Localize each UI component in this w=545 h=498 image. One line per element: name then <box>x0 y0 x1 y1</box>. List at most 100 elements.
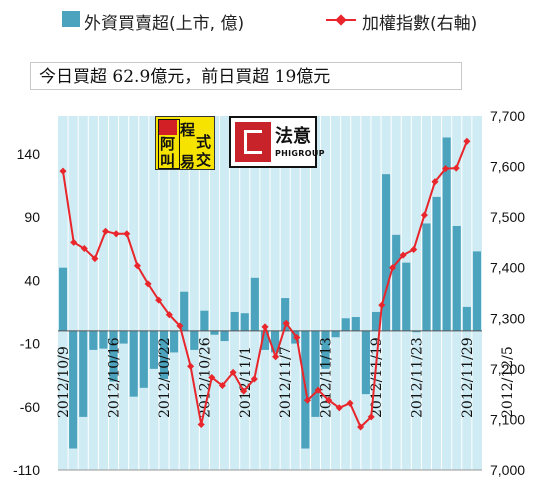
legend: 外資買賣超(上市, 億) 加權指數(右軸) <box>0 0 545 40</box>
date-label: 2012/11/7 <box>278 346 294 418</box>
bar <box>351 317 360 331</box>
date-label: 2012/11/23 <box>409 337 425 418</box>
bar <box>472 251 481 331</box>
right-tick-label: 7,100 <box>490 411 525 427</box>
bar <box>422 223 431 331</box>
bar <box>331 330 340 338</box>
right-tick-label: 7,600 <box>490 159 525 175</box>
index-point <box>229 368 237 376</box>
logo2-sub: PHIGROUP <box>275 149 325 158</box>
bar <box>240 313 249 331</box>
index-point <box>452 164 460 172</box>
index-point <box>378 301 386 309</box>
logo1-char: 叫 <box>160 152 176 170</box>
bar <box>180 291 189 331</box>
logo1-char: 易 <box>180 153 196 171</box>
index-point <box>112 230 120 238</box>
bar <box>159 330 169 379</box>
bar-series <box>59 137 481 449</box>
bar <box>99 330 108 349</box>
index-point <box>240 387 248 395</box>
bar <box>392 234 401 331</box>
right-tick-label: 7,200 <box>490 361 525 377</box>
bar <box>452 225 461 331</box>
bar <box>220 330 229 342</box>
left-tick-label: 90 <box>24 209 40 225</box>
logo1-char: 式 <box>196 133 212 151</box>
bar <box>89 330 98 350</box>
bar <box>69 330 78 449</box>
left-tick-label: -110 <box>13 462 40 478</box>
summary-note: 今日買超 62.9億元，前日買超 19億元 <box>30 62 462 90</box>
index-point <box>261 323 269 331</box>
index-point <box>59 167 67 175</box>
bar <box>59 267 68 331</box>
index-point <box>208 373 216 382</box>
line-series <box>59 137 471 431</box>
left-axis-ticks: 140 90 40 -10 -60 -110 <box>13 146 40 478</box>
index-point <box>314 386 322 394</box>
bar <box>119 330 128 344</box>
index-point <box>133 262 141 270</box>
bar <box>442 137 451 331</box>
logo2-mark <box>235 122 271 162</box>
logo-phigroup: 法意 PHIGROUP <box>229 116 325 168</box>
legend-bar-label: 外資買賣超(上市, 億) <box>84 14 245 34</box>
index-point <box>335 404 343 412</box>
index-point <box>102 227 110 235</box>
index-point <box>197 420 205 429</box>
index-point <box>218 381 226 390</box>
index-point <box>123 230 131 238</box>
bar <box>382 174 391 331</box>
date-label: 2012/10/16 <box>107 337 123 418</box>
date-labels: 2012/10/9 2012/10/16 2012/10/22 2012/10/26 2… <box>56 337 516 418</box>
logo2-name: 法意 <box>275 126 311 147</box>
left-tick-label: -60 <box>20 399 40 415</box>
bar <box>190 330 199 350</box>
bar <box>200 310 209 331</box>
bar <box>432 196 441 331</box>
index-point <box>463 137 471 145</box>
right-tick-label: 7,300 <box>490 310 525 326</box>
logo1-char: 交 <box>196 151 212 169</box>
index-point <box>357 423 365 431</box>
right-axis-ticks: 7,700 7,600 7,500 7,400 7,300 7,200 7,100 7,000 <box>490 108 525 478</box>
index-point <box>303 396 312 404</box>
index-point <box>431 178 439 186</box>
bar <box>311 330 320 417</box>
index-point <box>388 264 397 272</box>
logo1-char: 程 <box>180 121 196 139</box>
index-point <box>282 319 290 327</box>
date-label: 2012/10/26 <box>197 337 213 418</box>
left-tick-label: -10 <box>20 336 40 352</box>
right-tick-label: 7,700 <box>490 108 525 124</box>
left-tick-label: 140 <box>17 146 41 162</box>
index-point <box>70 238 78 246</box>
right-tick-label: 7,000 <box>490 462 525 478</box>
index-point <box>155 296 163 304</box>
bar <box>109 330 118 382</box>
date-label: 2012/11/1 <box>238 346 254 418</box>
index-point <box>442 165 450 173</box>
index-point <box>91 255 99 263</box>
date-label: 2012/11/13 <box>319 337 335 418</box>
date-label: 2012/11/29 <box>460 337 476 418</box>
bar <box>462 306 471 331</box>
bar <box>271 330 280 353</box>
index-point <box>410 245 418 254</box>
legend-line-label: 加權指數(右軸) <box>362 14 478 34</box>
right-tick-label: 7,400 <box>490 260 525 276</box>
bar <box>281 298 290 331</box>
bar <box>341 318 350 331</box>
index-point <box>399 251 407 259</box>
legend-line-marker <box>335 14 347 26</box>
bar <box>79 330 88 417</box>
index-point <box>80 244 88 253</box>
bar <box>210 330 219 335</box>
index-point <box>293 333 301 342</box>
bar <box>149 330 158 369</box>
bar <box>170 330 179 353</box>
legend-bar-swatch <box>62 11 80 27</box>
date-label: 2012/12/5 <box>500 346 516 418</box>
bar <box>129 330 138 397</box>
